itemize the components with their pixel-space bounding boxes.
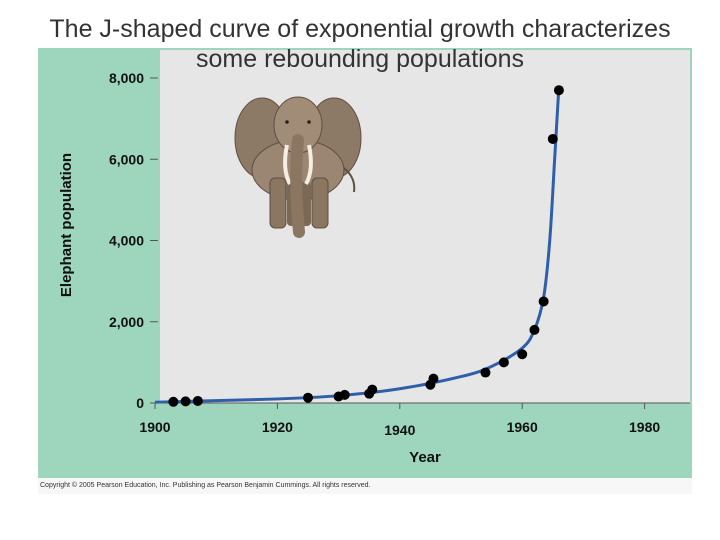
x-axis: 1900 1920 1940 1960 1980 bbox=[139, 403, 660, 438]
y-tick-label: 6,000 bbox=[109, 151, 144, 167]
x-tick-label: 1960 bbox=[507, 419, 538, 435]
y-tick-label: 2,000 bbox=[109, 314, 144, 330]
x-tick-label: 1980 bbox=[629, 419, 660, 435]
data-point bbox=[538, 296, 549, 307]
slide-title: The J-shaped curve of exponential growth… bbox=[0, 14, 720, 74]
data-point bbox=[367, 384, 378, 395]
data-point bbox=[339, 389, 350, 400]
y-tick-label: 0 bbox=[136, 395, 144, 411]
x-tick-label: 1900 bbox=[139, 419, 170, 435]
y-axis-label: Elephant population bbox=[58, 153, 75, 297]
title-line-1: The J-shaped curve of exponential growth… bbox=[49, 15, 671, 43]
data-point bbox=[428, 373, 439, 384]
y-tick-label: 4,000 bbox=[109, 233, 144, 249]
x-axis-label: Year bbox=[409, 449, 441, 466]
data-point bbox=[480, 367, 491, 378]
data-point bbox=[168, 396, 179, 407]
y-tick-label: 8,000 bbox=[109, 70, 144, 86]
data-point bbox=[192, 395, 203, 406]
data-point bbox=[498, 357, 509, 368]
data-point bbox=[517, 349, 528, 360]
x-tick-label: 1940 bbox=[384, 422, 415, 438]
copyright-notice: Copyright © 2005 Pearson Education, Inc.… bbox=[38, 478, 692, 494]
y-axis: 0 2,000 4,000 6,000 8,000 bbox=[109, 70, 158, 411]
data-point bbox=[180, 396, 191, 407]
data-point bbox=[547, 133, 558, 144]
data-points bbox=[168, 85, 564, 407]
data-point bbox=[529, 324, 540, 335]
data-point bbox=[303, 392, 313, 403]
data-point bbox=[553, 85, 564, 96]
elephant-illustration bbox=[234, 96, 362, 238]
title-line-2: some rebounding populations bbox=[195, 45, 524, 73]
x-tick-label: 1920 bbox=[262, 419, 293, 435]
plot-area bbox=[160, 50, 690, 403]
